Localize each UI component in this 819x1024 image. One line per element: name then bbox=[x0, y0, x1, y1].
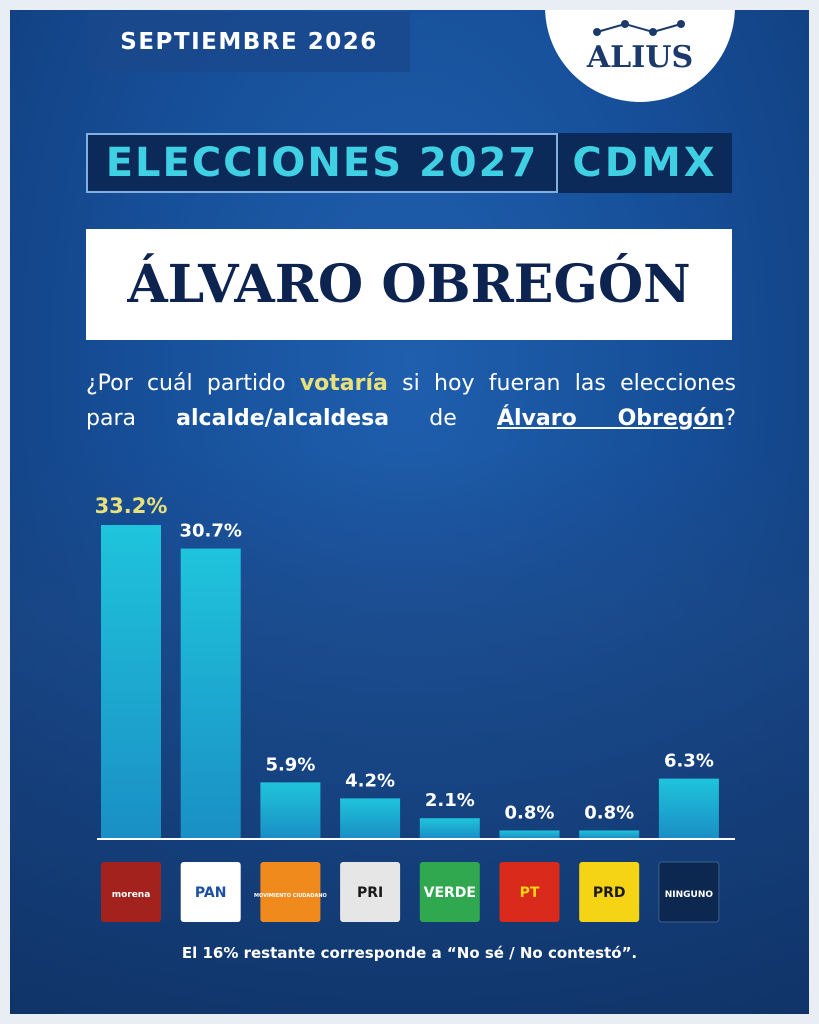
question-text: ? bbox=[724, 406, 737, 431]
title-region: CDMX bbox=[572, 140, 718, 186]
x-tick-label: PT bbox=[520, 885, 540, 901]
question-text: ¿Por cuál partido bbox=[86, 371, 300, 396]
bar bbox=[101, 525, 161, 838]
footnote: El 16% restante corresponde a “No sé / N… bbox=[181, 944, 638, 962]
value-label: 5.9% bbox=[265, 754, 315, 775]
party-logo bbox=[579, 862, 640, 922]
value-label: 33.2% bbox=[95, 494, 168, 518]
value-label: 30.7% bbox=[179, 521, 241, 542]
x-tick-label: NINGUNO bbox=[665, 890, 714, 900]
poster: SEPTIEMBRE 2026 ALIUS ELECCIONES 2027 CD… bbox=[10, 10, 809, 1014]
question-text: si hoy fueran las elecciones bbox=[387, 371, 736, 396]
bar bbox=[658, 778, 719, 838]
x-tick-label: MOVIMIENTO CIUDADANO bbox=[254, 893, 327, 899]
party-logo bbox=[180, 862, 241, 922]
brand-name: ALIUS bbox=[586, 40, 694, 75]
question-text: de bbox=[389, 406, 497, 431]
logo-icon bbox=[593, 20, 685, 36]
chart: 33.2% morena 30.7% PAN 5.9% MOVIMIENTO CIUDAD… bbox=[95, 494, 735, 923]
brand-logo: ALIUS bbox=[545, 10, 735, 102]
question: ¿Por cuál partido votaría si hoy fueran … bbox=[86, 366, 736, 436]
question-line: para alcalde/alcaldesa de Álvaro Obregón… bbox=[86, 401, 736, 436]
value-label: 0.8% bbox=[505, 802, 555, 823]
x-tick-label: PRD bbox=[593, 885, 626, 901]
x-tick-label: PRI bbox=[357, 885, 383, 901]
question-text: para bbox=[86, 406, 177, 431]
bar bbox=[419, 818, 480, 838]
bar bbox=[340, 798, 401, 838]
bar bbox=[260, 782, 321, 838]
value-label: 0.8% bbox=[584, 802, 634, 823]
question-text: alcalde/alcaldesa bbox=[176, 406, 390, 431]
party-logo bbox=[499, 862, 560, 922]
value-label: 6.3% bbox=[664, 751, 714, 772]
bar bbox=[180, 548, 241, 838]
question-line: ¿Por cuál partido votaría si hoy fueran … bbox=[86, 366, 736, 401]
title-box: ELECCIONES 2027 CDMX bbox=[86, 133, 732, 193]
party-logo bbox=[658, 861, 720, 923]
bar bbox=[579, 830, 640, 838]
party-logo bbox=[340, 862, 401, 922]
value-label: 2.1% bbox=[425, 790, 475, 811]
date-badge: SEPTIEMBRE 2026 bbox=[88, 12, 410, 72]
party-logo bbox=[101, 862, 161, 922]
place-title: ÁLVARO OBREGÓN bbox=[86, 229, 732, 340]
x-tick-label: morena bbox=[112, 890, 151, 900]
question-text: Álvaro Obregón bbox=[497, 406, 725, 431]
x-tick-label: VERDE bbox=[424, 885, 476, 901]
x-tick-label: PAN bbox=[195, 885, 227, 901]
party-logo bbox=[260, 862, 321, 922]
party-logo bbox=[419, 862, 480, 922]
question-text: votaría bbox=[299, 371, 388, 396]
bar bbox=[499, 830, 560, 838]
value-label: 4.2% bbox=[345, 770, 395, 791]
title: ELECCIONES 2027 bbox=[86, 133, 558, 193]
